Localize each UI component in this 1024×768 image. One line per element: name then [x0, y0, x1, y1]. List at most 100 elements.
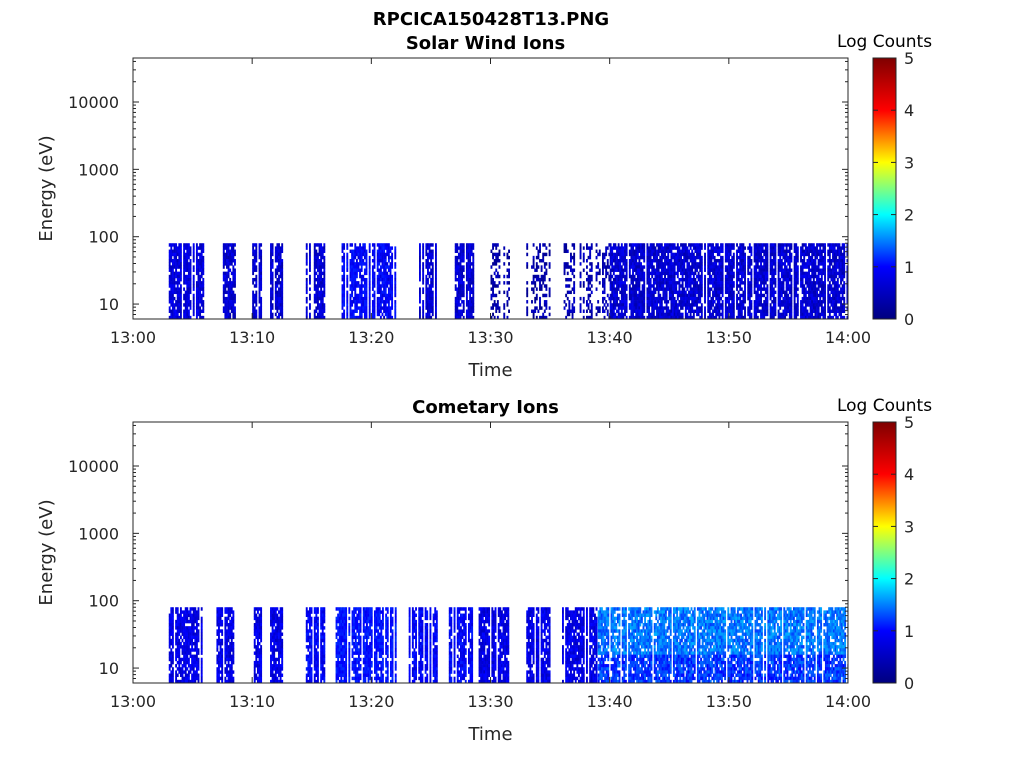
spectrogram-cell: [568, 303, 571, 307]
spectrogram-cell: [379, 255, 382, 260]
spectrogram-cell: [633, 300, 636, 304]
spectrogram-cell: [672, 287, 674, 291]
spectrogram-cell: [171, 296, 174, 301]
spectrogram-cell: [586, 265, 588, 269]
spectrogram-cell: [279, 284, 282, 288]
spectrogram-cell: [376, 300, 379, 304]
spectrogram-cell: [796, 246, 799, 250]
spectrogram-cell: [271, 246, 274, 250]
spectrogram-cell: [772, 243, 775, 247]
spectrogram-cell: [199, 312, 202, 317]
spectrogram-cell: [176, 281, 179, 285]
spectrogram-cell: [492, 281, 494, 285]
spectrogram-cell: [777, 290, 780, 295]
spectrogram-cell: [341, 306, 344, 310]
spectrogram-cell: [788, 296, 791, 301]
spectrogram-cell: [222, 287, 225, 291]
spectrogram-cell: [548, 290, 551, 295]
spectrogram-cell: [750, 306, 753, 310]
spectrogram-cell: [731, 315, 734, 319]
spectrogram-cell: [195, 281, 198, 285]
spectrogram-cell: [785, 246, 788, 250]
spectrogram-cell: [651, 309, 654, 313]
spectrogram-cell: [625, 303, 628, 307]
spectrogram-cell: [394, 309, 397, 313]
spectrogram-cell: [764, 281, 767, 285]
spectrogram-cell: [391, 252, 394, 257]
spectrogram-cell: [720, 303, 722, 307]
spectrogram-cell: [694, 249, 697, 254]
spectrogram-cell: [376, 296, 379, 301]
spectrogram-cell: [800, 281, 802, 285]
spectrogram-cell: [199, 290, 202, 295]
spectrogram-cell: [318, 281, 321, 285]
spectrogram-cell: [750, 300, 753, 304]
spectrogram-cell: [635, 309, 638, 313]
spectrogram-cell: [712, 277, 714, 282]
spectrogram-cell: [820, 287, 823, 291]
spectrogram-cell: [384, 262, 387, 266]
spectrogram-cell: [713, 255, 716, 260]
spectrogram-cell: [732, 281, 735, 285]
spectrogram-cell: [454, 306, 457, 310]
spectrogram-cell: [672, 281, 674, 285]
spectrogram-cell: [824, 277, 826, 282]
spectrogram-cell: [817, 293, 820, 298]
spectrogram-cell: [732, 303, 735, 307]
spectrogram-cell: [534, 306, 537, 310]
spectrogram-cell: [425, 312, 428, 317]
spectrogram-cell: [373, 312, 376, 317]
spectrogram-cell: [354, 293, 357, 298]
spectrogram-cell: [419, 306, 421, 310]
spectrogram-cell: [708, 306, 711, 310]
spectrogram-cell: [419, 277, 421, 282]
spectrogram-cell: [384, 300, 387, 304]
spectrogram-cell: [391, 246, 394, 250]
spectrogram-cell: [814, 274, 817, 279]
spectrogram-cell: [383, 303, 386, 307]
spectrogram-cell: [766, 303, 769, 307]
spectrogram-cell: [565, 284, 568, 288]
spectrogram-cell: [689, 293, 692, 298]
spectrogram-cell: [308, 293, 311, 298]
spectrogram-cell: [820, 243, 823, 247]
spectrogram-cell: [748, 315, 751, 319]
spectrogram-cell: [681, 246, 684, 250]
spectrogram-cell: [694, 300, 697, 304]
spectrogram-cell: [812, 268, 815, 272]
spectrogram-cell: [234, 293, 236, 298]
spectrogram-cell: [258, 277, 261, 282]
spectrogram-cell: [732, 312, 735, 317]
spectrogram-cell: [224, 309, 227, 313]
spectrogram-cell: [315, 243, 318, 247]
spectrogram-cell: [200, 293, 203, 298]
spectrogram-cell: [747, 255, 750, 260]
spectrogram-cell: [202, 287, 205, 291]
spectrogram-cell: [632, 293, 634, 298]
spectrogram-cell: [715, 271, 718, 276]
spectrogram-cell: [224, 287, 227, 291]
spectrogram-cell: [740, 315, 743, 319]
spectrogram-cell: [809, 306, 812, 310]
spectrogram-cell: [721, 290, 724, 295]
spectrogram-cell: [343, 259, 346, 263]
spectrogram-cell: [732, 259, 735, 263]
spectrogram-cell: [726, 281, 729, 285]
spectrogram-cell: [664, 243, 666, 247]
spectrogram-cell: [684, 300, 687, 304]
spectrogram-cell: [763, 271, 766, 276]
spectrogram-cell: [355, 271, 358, 276]
spectrogram-cell: [603, 315, 606, 319]
spectrogram-cell: [761, 265, 764, 269]
spectrogram-cell: [582, 284, 585, 288]
spectrogram-cell: [232, 246, 235, 250]
spectrogram-cell: [352, 255, 355, 260]
spectrogram-cell: [378, 259, 381, 263]
spectrogram-cell: [793, 303, 796, 307]
spectrogram-cell: [508, 268, 510, 272]
spectrogram-cell: [389, 255, 392, 260]
spectrogram-cell: [635, 281, 638, 285]
spectrogram-cell: [278, 265, 280, 269]
spectrogram-cell: [391, 290, 394, 295]
spectrogram-cell: [632, 274, 634, 279]
